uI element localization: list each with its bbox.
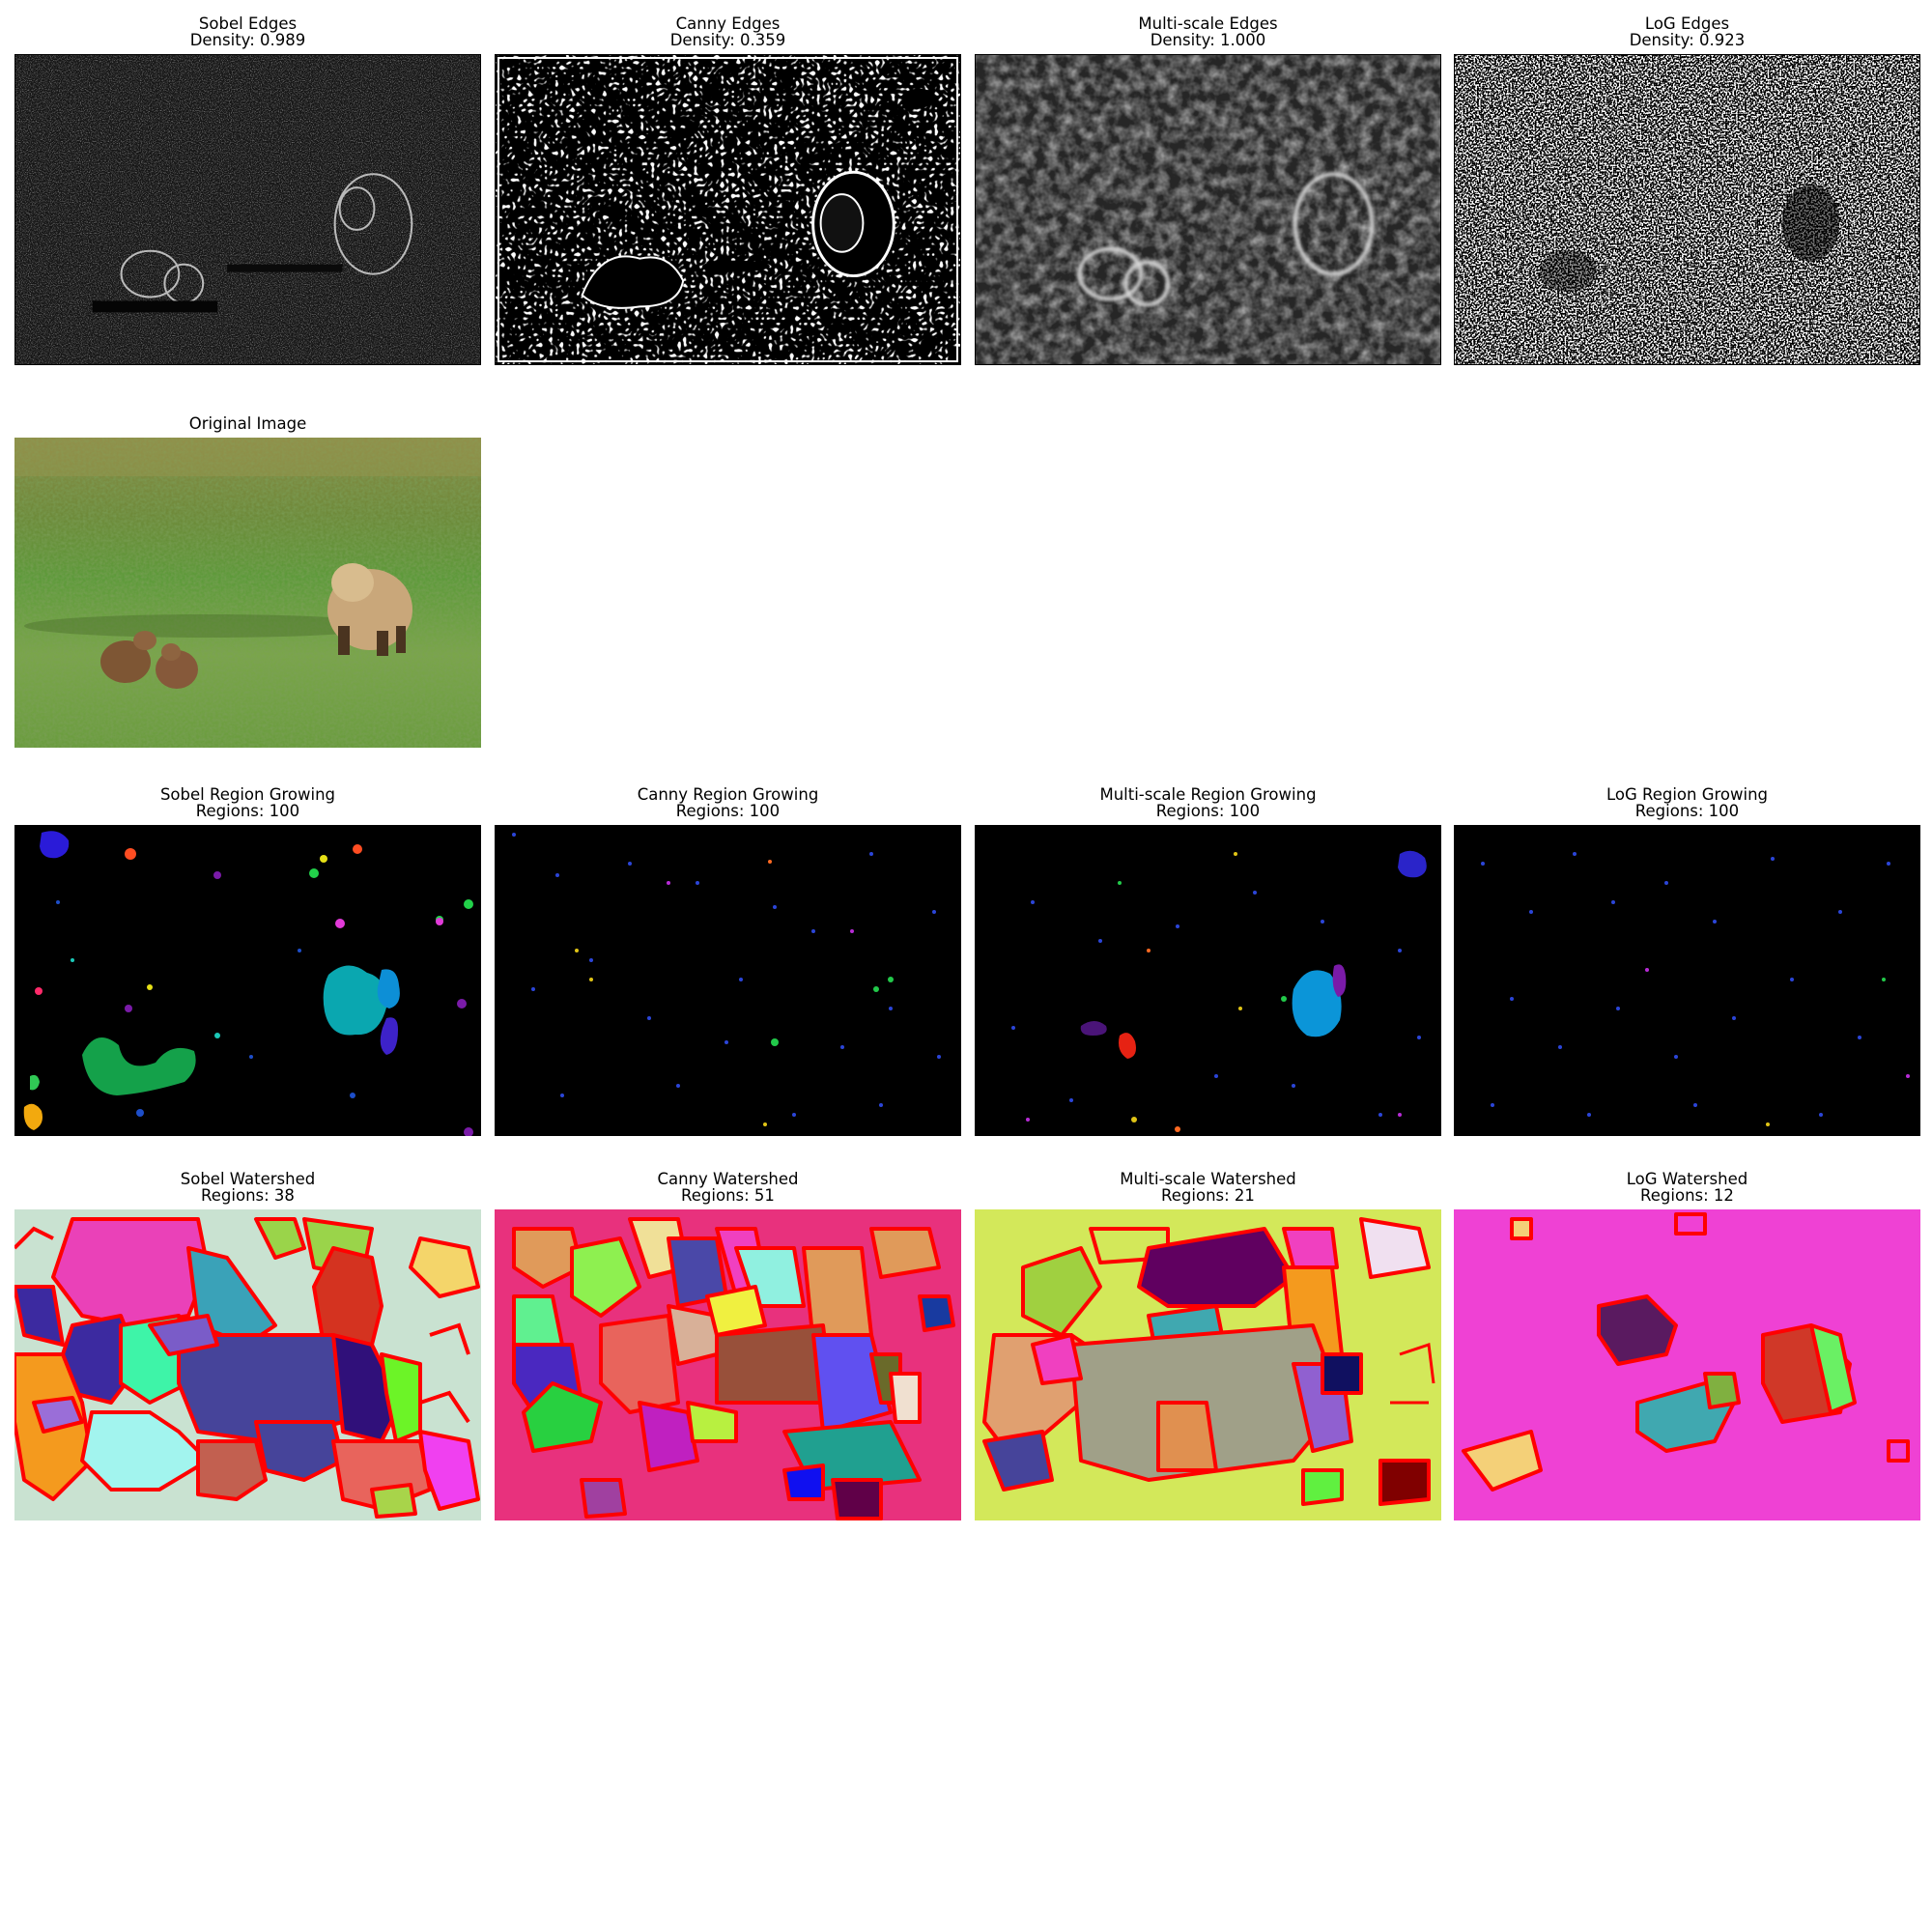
panel-title: Sobel Edges Density: 0.989 bbox=[189, 14, 306, 49]
panel-title: Multi-scale Watershed Regions: 21 bbox=[1120, 1170, 1296, 1205]
log-watershed-panel: LoG Watershed Regions: 12 bbox=[1454, 1169, 1920, 1520]
multiscale-region-growing-panel: Multi-scale Region Growing Regions: 100 bbox=[975, 784, 1441, 1136]
panel-title: Sobel Region Growing Regions: 100 bbox=[159, 785, 336, 820]
canny-region-growing-panel: Canny Region Growing Regions: 100 bbox=[495, 784, 961, 1136]
panel-title: Canny Watershed Regions: 51 bbox=[657, 1170, 799, 1205]
panel-title: LoG Region Growing Regions: 100 bbox=[1605, 785, 1769, 820]
sobel-edges-panel: Sobel Edges Density: 0.989 bbox=[14, 14, 481, 365]
cub-bears bbox=[100, 631, 198, 689]
log-region-growing-panel: LoG Region Growing Regions: 100 bbox=[1454, 784, 1920, 1136]
multiscale-edges-panel: Multi-scale Edges Density: 1.000 bbox=[975, 14, 1441, 365]
panel-title: Canny Edges Density: 0.359 bbox=[669, 14, 786, 49]
log-region-growing-image bbox=[1454, 825, 1920, 1136]
panel-title: Sobel Watershed Regions: 38 bbox=[180, 1170, 316, 1205]
multiscale-edges-image bbox=[975, 54, 1441, 365]
canny-edges-image bbox=[495, 54, 961, 365]
sobel-region-growing-panel: Sobel Region Growing Regions: 100 bbox=[14, 784, 481, 1136]
log-edges-panel: LoG Edges Density: 0.923 bbox=[1454, 14, 1920, 365]
log-watershed-image bbox=[1454, 1209, 1920, 1520]
canny-region-growing-image bbox=[495, 825, 961, 1136]
original-image-panel: Original Image bbox=[14, 413, 481, 748]
sobel-edges-image bbox=[14, 54, 481, 365]
large-bear bbox=[327, 563, 412, 656]
canny-watershed-image bbox=[495, 1209, 961, 1520]
panel-title: Multi-scale Region Growing Regions: 100 bbox=[1099, 785, 1317, 820]
panel-title: LoG Edges Density: 0.923 bbox=[1629, 14, 1746, 49]
sobel-watershed-panel: Sobel Watershed Regions: 38 bbox=[14, 1169, 481, 1520]
panel-title: Original Image bbox=[188, 414, 307, 433]
original-image bbox=[14, 438, 481, 748]
log-edges-image bbox=[1454, 54, 1920, 365]
multiscale-region-growing-image bbox=[975, 825, 1441, 1136]
multiscale-watershed-panel: Multi-scale Watershed Regions: 21 bbox=[975, 1169, 1441, 1520]
panel-title: LoG Watershed Regions: 12 bbox=[1626, 1170, 1748, 1205]
sobel-region-growing-image bbox=[14, 825, 481, 1136]
panel-title: Canny Region Growing Regions: 100 bbox=[637, 785, 819, 820]
panel-title: Multi-scale Edges Density: 1.000 bbox=[1138, 14, 1278, 49]
sobel-watershed-image bbox=[14, 1209, 481, 1520]
canny-watershed-panel: Canny Watershed Regions: 51 bbox=[495, 1169, 961, 1520]
canny-edges-panel: Canny Edges Density: 0.359 bbox=[495, 14, 961, 365]
multiscale-watershed-image bbox=[975, 1209, 1441, 1520]
